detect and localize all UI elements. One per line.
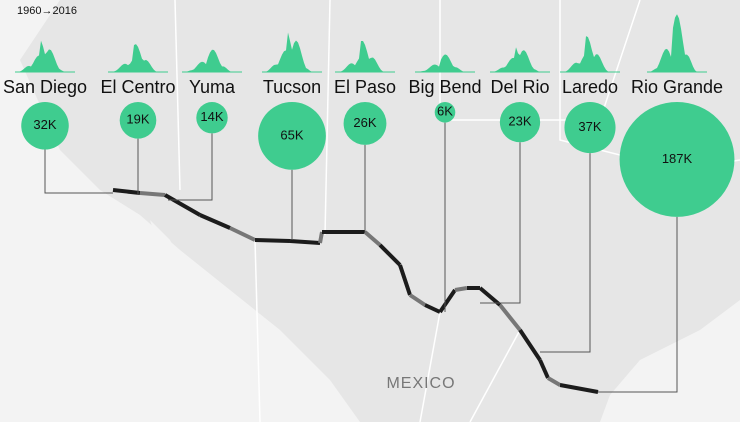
- border-segment: [546, 376, 562, 387]
- sector-name: Laredo: [562, 77, 618, 97]
- leader-line: [540, 153, 591, 353]
- sparkline: [649, 14, 705, 72]
- sparkline: [110, 44, 166, 72]
- border-segment: [408, 293, 427, 307]
- state-line: [254, 239, 261, 422]
- sector-value: 187K: [662, 151, 693, 166]
- sector-value: 32K: [33, 117, 56, 132]
- border-segment: [112, 188, 141, 195]
- sector-value: 14K: [200, 109, 223, 124]
- border-segment: [318, 231, 324, 244]
- sector-name: Rio Grande: [631, 77, 723, 97]
- sparkline: [562, 36, 618, 72]
- border-segment: [498, 303, 522, 332]
- sector-name: San Diego: [3, 77, 87, 97]
- border-segment: [424, 303, 441, 314]
- border-segment: [289, 239, 321, 245]
- sector-name: Tucson: [263, 77, 321, 97]
- sector-circle: [564, 102, 616, 154]
- border-segment: [199, 213, 231, 230]
- sector-value: 26K: [353, 115, 376, 130]
- state-line: [419, 311, 441, 422]
- sector-circle: [258, 102, 326, 170]
- sector-value: 19K: [126, 112, 149, 127]
- border-segment: [229, 226, 256, 242]
- sparkline: [337, 41, 393, 72]
- period-label: 1960→2016: [17, 5, 77, 17]
- sparkline: [492, 47, 548, 72]
- sector-value: 6K: [437, 104, 453, 119]
- sparkline: [264, 32, 320, 72]
- sector-circle: [21, 102, 69, 150]
- border-segment: [559, 383, 599, 394]
- sector-circle: [434, 102, 456, 123]
- gulf-of-california: [150, 220, 205, 340]
- border-segment: [363, 230, 382, 247]
- state-line: [469, 329, 521, 422]
- sector-circle: [619, 102, 735, 217]
- border-segment: [378, 243, 402, 267]
- sector-name: Yuma: [189, 77, 236, 97]
- sector-circle: [119, 102, 157, 139]
- sector-name: El Paso: [334, 77, 396, 97]
- border-line: [112, 188, 599, 394]
- leader-line: [168, 133, 213, 201]
- state-line: [324, 0, 331, 236]
- sector-value: 65K: [280, 127, 303, 142]
- sector-value: 23K: [508, 114, 531, 129]
- sparkline: [17, 40, 73, 72]
- sparkline: [417, 54, 473, 72]
- leader-line: [480, 142, 521, 304]
- sectors: San Diego 32K El Centro 19K Yuma 14K Tucson 65K…: [3, 14, 735, 217]
- sector-name: El Centro: [100, 77, 175, 97]
- border-segment: [139, 191, 166, 197]
- sector-name: Big Bend: [408, 77, 481, 97]
- sparkline: [184, 49, 240, 72]
- leaders: [44, 122, 678, 393]
- sector-circle: [196, 102, 228, 134]
- border-segment: [438, 288, 457, 314]
- border-segment: [478, 286, 502, 307]
- border-segment: [164, 193, 201, 217]
- country-label: MEXICO: [386, 375, 455, 392]
- leader-line: [44, 149, 113, 194]
- sector-value: 37K: [578, 119, 601, 134]
- border-segment: [254, 238, 291, 243]
- sector-circle: [499, 102, 541, 143]
- leader-line: [598, 216, 678, 393]
- border-segment: [538, 359, 550, 379]
- border-segment: [454, 286, 468, 292]
- state-line: [174, 0, 181, 191]
- border-segment: [398, 264, 412, 296]
- border-segment: [518, 328, 542, 362]
- sector-name: Del Rio: [490, 77, 549, 97]
- sector-circle: [343, 102, 387, 145]
